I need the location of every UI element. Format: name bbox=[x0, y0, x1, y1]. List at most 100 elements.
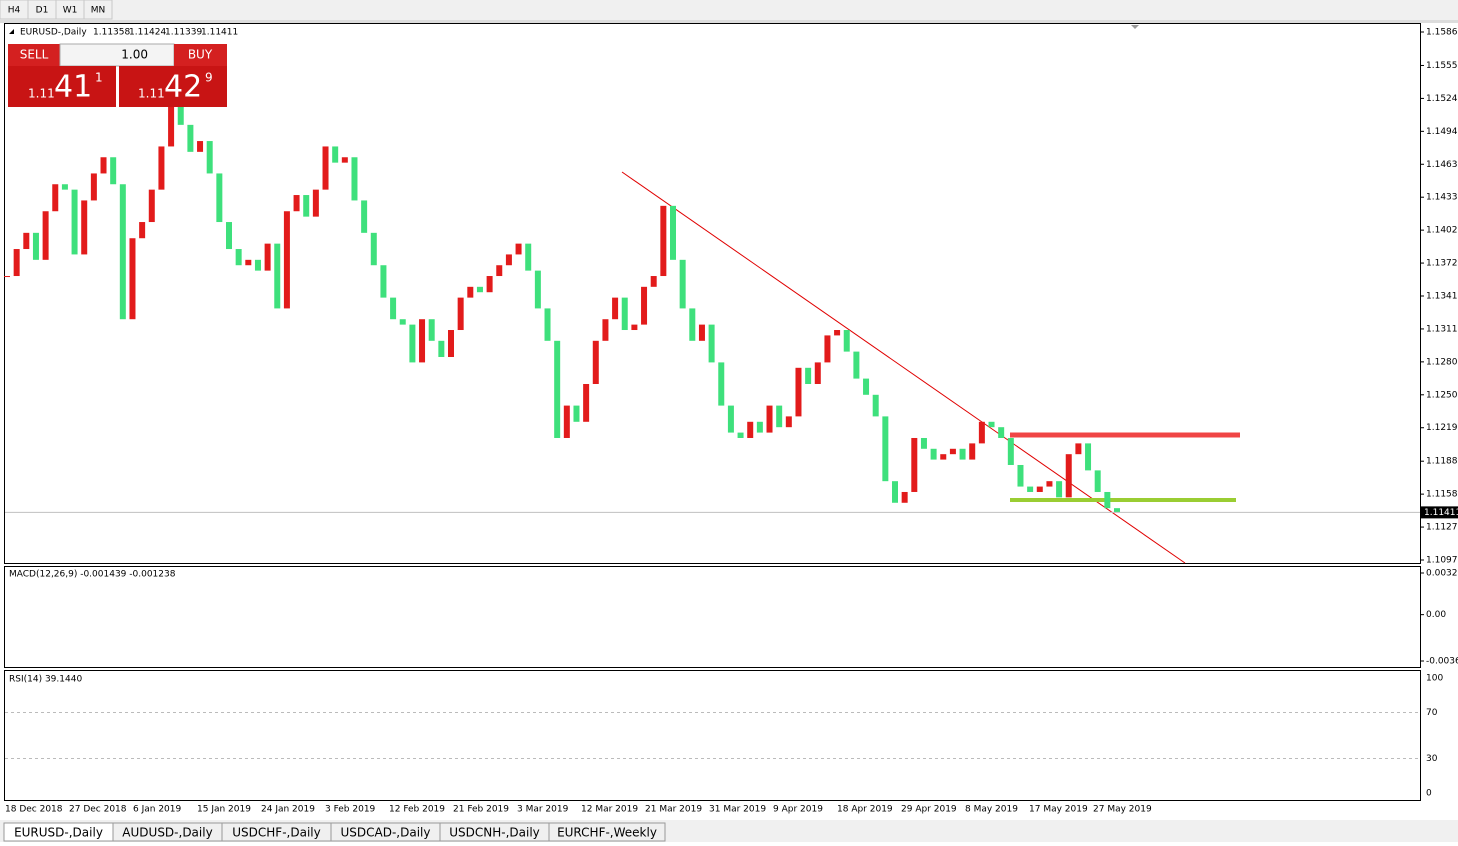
candle-body bbox=[197, 141, 204, 152]
candle-body bbox=[119, 184, 126, 320]
candle-body bbox=[795, 367, 802, 417]
candle-body bbox=[1075, 443, 1082, 455]
candle-body bbox=[785, 416, 792, 428]
candle-body bbox=[90, 173, 97, 201]
candle-body bbox=[52, 184, 59, 212]
candle-body bbox=[370, 232, 377, 266]
candle-body bbox=[206, 141, 213, 174]
candle-body bbox=[727, 405, 734, 433]
price-tick-label: 1.10970 bbox=[1426, 556, 1458, 566]
candle-body bbox=[312, 189, 319, 217]
price-tick-label: 1.14635 bbox=[1426, 160, 1458, 170]
trend-line bbox=[621, 171, 1186, 564]
sell-price-fraction: 1 bbox=[95, 71, 103, 85]
candle-body bbox=[283, 211, 290, 309]
candle-body bbox=[911, 437, 918, 492]
price-tick-label: 1.12805 bbox=[1426, 357, 1458, 367]
candle-body bbox=[592, 340, 599, 384]
candle-body bbox=[747, 421, 754, 438]
trade-panel: SELL 1.00 BUY 1.11 41 1 1.11 42 9 bbox=[8, 43, 227, 107]
date-label: 27 May 2019 bbox=[1093, 805, 1152, 815]
candle-body bbox=[583, 384, 590, 422]
candle-body bbox=[216, 173, 223, 223]
period-button[interactable] bbox=[83, 0, 113, 20]
candle-body bbox=[1017, 464, 1024, 487]
sell-price-box[interactable] bbox=[8, 66, 116, 107]
candle-body bbox=[554, 340, 561, 438]
price-tick-label: 1.14025 bbox=[1426, 226, 1458, 236]
candle-body bbox=[1046, 481, 1053, 487]
price-panel bbox=[4, 23, 1421, 564]
chart-tab-label: EURCHF-,Weekly bbox=[557, 826, 657, 840]
candle-body bbox=[708, 324, 715, 363]
candle-body bbox=[158, 146, 165, 190]
candle-body bbox=[949, 448, 956, 455]
candle-body bbox=[61, 184, 68, 190]
candle-body bbox=[737, 432, 744, 438]
macd-tick-label: 0.00 bbox=[1426, 610, 1446, 620]
candle-body bbox=[978, 421, 985, 444]
candle-body bbox=[1036, 486, 1043, 492]
price-tick-label: 1.13415 bbox=[1426, 292, 1458, 302]
rsi-tick-label: 70 bbox=[1426, 708, 1438, 718]
candle-body bbox=[1094, 470, 1101, 492]
candle-body bbox=[756, 421, 763, 433]
candle-body bbox=[476, 286, 483, 293]
shift-marker bbox=[1131, 25, 1139, 29]
buy-price-box[interactable] bbox=[119, 66, 227, 107]
candle-body bbox=[428, 319, 435, 341]
candle-body bbox=[303, 195, 310, 217]
price-tick-label: 1.11580 bbox=[1426, 490, 1458, 500]
lot-value: 1.00 bbox=[121, 48, 148, 62]
candle-body bbox=[187, 124, 194, 152]
candle-body bbox=[1114, 508, 1120, 513]
candle-body bbox=[457, 297, 464, 331]
date-label: 18 Apr 2019 bbox=[837, 805, 893, 815]
macd-tick-label: 0.00328 bbox=[1426, 569, 1458, 579]
sell-button[interactable] bbox=[8, 44, 60, 66]
buy-button[interactable] bbox=[174, 44, 227, 66]
period-label: W1 bbox=[63, 6, 78, 16]
chart-tab-label: USDCNH-,Daily bbox=[449, 826, 540, 840]
date-label: 6 Jan 2019 bbox=[133, 805, 181, 815]
price-tick-label: 1.15245 bbox=[1426, 94, 1458, 104]
lot-input[interactable] bbox=[59, 43, 175, 67]
candle-body bbox=[139, 222, 146, 239]
macd-tick-label: -0.00365 bbox=[1426, 657, 1458, 667]
candle-body bbox=[843, 330, 850, 352]
candle-body bbox=[1104, 491, 1111, 509]
candle-body bbox=[892, 481, 898, 503]
candle-body bbox=[853, 351, 860, 379]
candle-body bbox=[254, 259, 261, 271]
candle-body bbox=[766, 405, 773, 433]
candle-body bbox=[419, 319, 426, 363]
candle-body bbox=[264, 243, 271, 271]
candle-body bbox=[4, 276, 10, 278]
sell-price-big: 1.11 bbox=[28, 87, 55, 101]
sell-label: SELL bbox=[20, 48, 49, 62]
candle-body bbox=[544, 308, 551, 341]
candle-body bbox=[602, 319, 609, 341]
macd-label: MACD(12,26,9) -0.001439 -0.001238 bbox=[9, 570, 176, 580]
symbol: EURUSD-,Daily bbox=[20, 28, 87, 38]
candle-body bbox=[177, 92, 184, 125]
date-label: 21 Feb 2019 bbox=[453, 805, 509, 815]
price-tick-label: 1.11885 bbox=[1426, 457, 1458, 467]
current-price-box bbox=[1421, 506, 1458, 519]
candle-body bbox=[679, 259, 686, 309]
candle-body bbox=[42, 211, 49, 260]
price-tick-label: 1.14940 bbox=[1426, 127, 1458, 137]
candle-body bbox=[824, 335, 831, 363]
candle-body bbox=[969, 443, 976, 460]
date-label: 24 Jan 2019 bbox=[261, 805, 315, 815]
date-label: 17 May 2019 bbox=[1029, 805, 1088, 815]
chart-tab-label: USDCHF-,Daily bbox=[232, 826, 320, 840]
rsi-tick-label: 0 bbox=[1426, 789, 1432, 799]
candle-body bbox=[863, 378, 870, 395]
chart-tab[interactable] bbox=[548, 822, 666, 842]
candle-body bbox=[129, 238, 136, 320]
candle-body bbox=[988, 421, 995, 428]
candle-body bbox=[168, 92, 175, 147]
candle-body bbox=[660, 205, 667, 277]
date-label: 29 Apr 2019 bbox=[901, 805, 957, 815]
